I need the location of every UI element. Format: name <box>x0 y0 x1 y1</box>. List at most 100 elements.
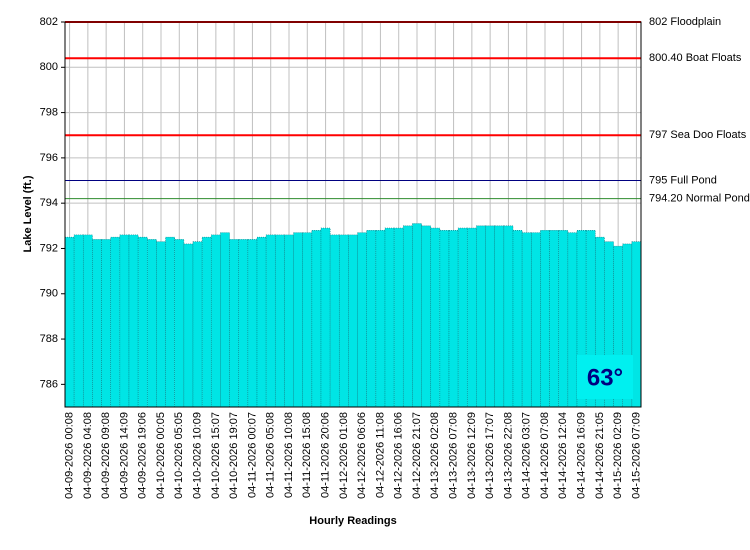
bar <box>302 232 313 408</box>
bar <box>512 230 523 408</box>
bar <box>375 230 386 408</box>
y-tick-label: 788 <box>40 333 58 345</box>
bar <box>174 239 185 408</box>
y-tick-label: 794 <box>40 197 58 209</box>
bar <box>220 232 230 408</box>
bar <box>348 234 358 408</box>
bar <box>265 234 276 408</box>
plot-frame <box>64 21 642 408</box>
bar <box>165 236 176 408</box>
reference-label: 794.20 Normal Pond <box>649 193 750 205</box>
bar <box>284 234 294 408</box>
y-tick-label: 786 <box>40 378 58 390</box>
bar <box>567 232 578 408</box>
y-axis-title: Lake Level (ft.) <box>22 175 34 252</box>
x-tick-label: 04-14-2026 03:07 <box>521 412 533 499</box>
annotation-box <box>577 355 633 399</box>
x-tick-label: 04-13-2026 02:08 <box>429 412 441 499</box>
bar <box>439 230 450 408</box>
bar <box>457 227 468 408</box>
y-tick-label: 802 <box>40 16 58 28</box>
bar <box>183 243 194 408</box>
x-tick-label: 04-11-2026 15:08 <box>301 412 313 498</box>
bar <box>201 236 212 408</box>
bar <box>110 236 121 408</box>
reference-label: 797 Sea Doo Floats <box>649 129 747 141</box>
x-tick-label: 04-14-2026 16:09 <box>575 412 587 499</box>
y-tick-label: 798 <box>40 106 58 118</box>
x-tick-label: 04-13-2026 07:08 <box>447 412 459 499</box>
bar <box>530 232 541 408</box>
bar <box>631 241 642 408</box>
bar <box>549 230 560 408</box>
x-tick-label: 04-10-2026 15:07 <box>210 412 222 499</box>
y-tick-label: 796 <box>40 152 58 164</box>
x-tick-label: 04-13-2026 12:09 <box>466 412 478 499</box>
bar <box>82 234 93 408</box>
y-tick-label: 792 <box>40 242 58 254</box>
bar <box>384 227 395 408</box>
x-tick-label: 04-09-2026 19:06 <box>137 412 149 499</box>
bar <box>128 234 139 408</box>
x-tick-label: 04-15-2026 02:09 <box>612 412 624 499</box>
bar <box>476 225 486 408</box>
bar <box>101 239 112 408</box>
bar <box>256 236 267 408</box>
x-tick-label: 04-10-2026 10:09 <box>191 412 203 499</box>
bar <box>238 239 249 408</box>
bar <box>604 241 614 408</box>
x-tick-label: 04-11-2026 00:07 <box>246 412 258 498</box>
bar <box>64 236 75 408</box>
y-tick-label: 800 <box>40 61 58 73</box>
x-tick-label: 04-10-2026 00:05 <box>155 412 167 499</box>
x-tick-label: 04-14-2026 12:04 <box>557 412 569 499</box>
bar <box>393 227 404 408</box>
x-tick-label: 04-15-2026 07:09 <box>630 412 642 499</box>
bar <box>402 225 413 408</box>
bar <box>494 225 505 408</box>
bar <box>412 223 422 408</box>
bar <box>119 234 130 408</box>
x-tick-label: 04-09-2026 00:08 <box>63 412 75 499</box>
bar <box>430 227 441 408</box>
annotation: 63° <box>587 364 623 391</box>
x-tick-label: 04-09-2026 14:09 <box>118 412 130 499</box>
bar <box>137 236 148 408</box>
y-tick-label: 790 <box>40 288 58 300</box>
bar <box>92 239 102 408</box>
bar <box>192 241 203 408</box>
bar <box>210 234 221 408</box>
reference-label: 800.40 Boat Floats <box>649 52 742 64</box>
x-tick-label: 04-12-2026 01:08 <box>338 412 350 499</box>
x-tick-label: 04-10-2026 05:05 <box>173 412 185 499</box>
x-tick-label: 04-12-2026 06:06 <box>356 412 368 499</box>
x-tick-label: 04-14-2026 07:08 <box>539 412 551 499</box>
bar <box>293 232 304 408</box>
x-tick-label: 04-13-2026 17:07 <box>484 412 496 499</box>
bar <box>357 232 368 408</box>
bar <box>485 225 496 408</box>
bar <box>558 230 569 408</box>
bar <box>329 234 340 408</box>
reference-label: 795 Full Pond <box>649 174 717 186</box>
x-tick-label: 04-13-2026 22:08 <box>502 412 514 499</box>
x-tick-label: 04-09-2026 09:08 <box>100 412 112 499</box>
bar <box>421 225 432 408</box>
x-tick-label: 04-12-2026 16:06 <box>393 412 405 499</box>
x-tick-label: 04-12-2026 11:08 <box>374 412 386 498</box>
x-tick-label: 04-11-2026 20:06 <box>319 412 331 498</box>
bar <box>466 227 477 408</box>
bar <box>503 225 514 408</box>
bar <box>73 234 84 408</box>
bar <box>274 234 285 408</box>
x-tick-label: 04-14-2026 21:05 <box>594 412 606 499</box>
x-axis-title: Hourly Readings <box>309 515 396 527</box>
x-tick-label: 04-11-2026 10:08 <box>283 412 295 498</box>
bar <box>320 227 331 408</box>
x-tick-label: 04-12-2026 21:07 <box>411 412 423 499</box>
bar <box>521 232 532 408</box>
bar <box>156 241 166 408</box>
x-tick-label: 04-11-2026 05:08 <box>265 412 277 498</box>
bar <box>366 230 377 408</box>
bar <box>146 239 157 408</box>
